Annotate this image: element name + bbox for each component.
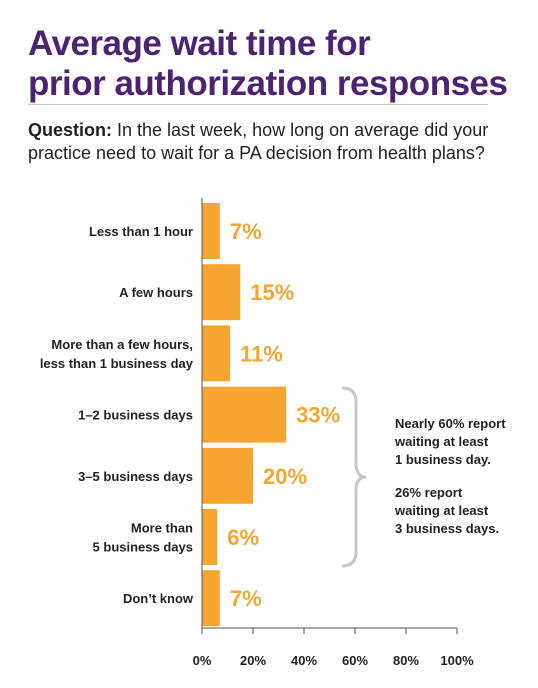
category-label: More than 5 business days bbox=[93, 521, 193, 555]
value-label: 7% bbox=[230, 219, 262, 244]
title-line-2: prior authorization responses bbox=[28, 64, 508, 103]
value-label: 20% bbox=[263, 464, 307, 489]
x-tick-label: 0% bbox=[193, 653, 212, 668]
x-tick-label: 60% bbox=[342, 653, 368, 668]
bar bbox=[202, 264, 241, 321]
title-divider bbox=[28, 104, 488, 105]
category-label: 3–5 business days bbox=[78, 469, 193, 484]
bar bbox=[202, 447, 253, 504]
category-label: More than a few hours, less than 1 busine… bbox=[40, 337, 194, 371]
question-text: Question: In the last week, how long on … bbox=[28, 119, 498, 165]
category-label: 1–2 business days bbox=[78, 408, 193, 423]
x-tick-label: 40% bbox=[291, 653, 317, 668]
title-line-1: Average wait time for bbox=[28, 24, 371, 63]
category-label: A few hours bbox=[119, 285, 193, 300]
category-label: Don’t know bbox=[123, 591, 194, 606]
bar bbox=[202, 570, 220, 627]
bar bbox=[202, 509, 218, 565]
question-label: Question: bbox=[28, 120, 112, 140]
bar bbox=[202, 203, 220, 259]
value-label: 6% bbox=[227, 525, 259, 550]
bracket bbox=[341, 386, 367, 568]
bar bbox=[202, 386, 287, 443]
value-label: 15% bbox=[250, 280, 294, 305]
x-tick-label: 80% bbox=[393, 653, 419, 668]
chart-title: Average wait time for prior authorizatio… bbox=[28, 24, 518, 104]
question-body: In the last week, how long on average di… bbox=[28, 120, 489, 163]
value-label: 7% bbox=[230, 586, 262, 611]
x-tick-label: 100% bbox=[440, 653, 474, 668]
category-label: Less than 1 hour bbox=[89, 224, 193, 239]
value-label: 33% bbox=[296, 403, 340, 428]
value-label: 11% bbox=[240, 341, 283, 366]
annotation-note-2: 26% report waiting at least 3 business day… bbox=[394, 485, 499, 536]
annotation-note-1: Nearly 60% report waiting at least 1 busin… bbox=[394, 416, 506, 467]
bar bbox=[202, 325, 231, 382]
x-tick-label: 20% bbox=[240, 653, 266, 668]
